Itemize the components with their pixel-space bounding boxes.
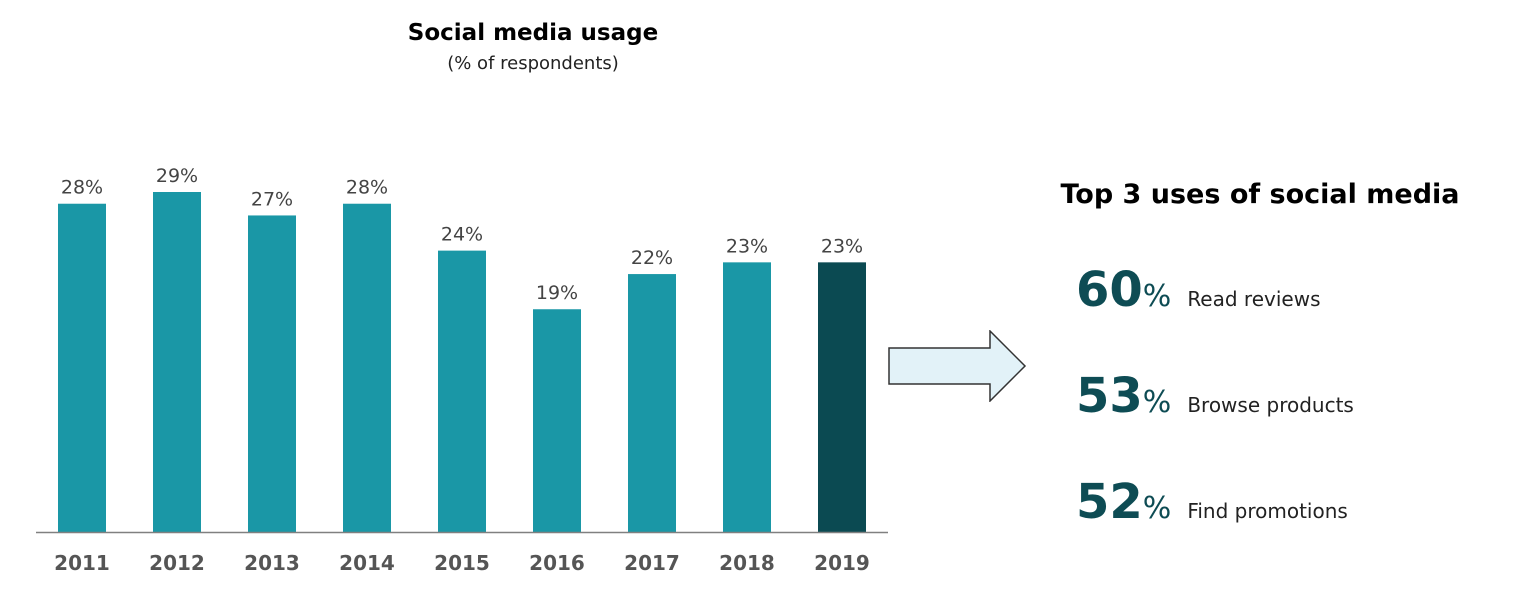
x-tick-2011: 2011 [54, 551, 110, 575]
data-label-2014: 28% [346, 177, 388, 199]
x-tick-2012: 2012 [149, 551, 205, 575]
bar-chart: 28% 2011 29% 2012 27% 2013 28% 2014 24% 2015 19% 20… [0, 0, 900, 602]
x-tick-2016: 2016 [529, 551, 585, 575]
use-percent-sign: % [1143, 491, 1172, 526]
bar-2011 [58, 204, 106, 532]
data-label-2017: 22% [631, 247, 673, 269]
x-tick-2017: 2017 [624, 551, 680, 575]
x-tick-2018: 2018 [719, 551, 775, 575]
data-label-2012: 29% [156, 165, 198, 187]
top-uses-title: Top 3 uses of social media [1040, 179, 1480, 210]
use-value: 52 [1076, 474, 1143, 530]
x-tick-2014: 2014 [339, 551, 395, 575]
use-label: Read reviews [1187, 287, 1320, 311]
data-label-2018: 23% [726, 235, 768, 257]
data-label-2015: 24% [441, 224, 483, 246]
data-label-2013: 27% [251, 188, 293, 210]
use-item-browse-products: 53 % Browse products [1076, 368, 1354, 424]
data-label-2019: 23% [821, 235, 863, 257]
bar-2013 [248, 215, 296, 532]
use-percent-sign: % [1143, 279, 1172, 314]
use-label: Browse products [1187, 393, 1354, 417]
bar-2019 [818, 262, 866, 532]
bar-2015 [438, 251, 486, 532]
bar-2014 [343, 204, 391, 532]
bar-2017 [628, 274, 676, 532]
use-item-find-promotions: 52 % Find promotions [1076, 474, 1348, 530]
x-tick-2019: 2019 [814, 551, 870, 575]
use-percent-sign: % [1143, 385, 1172, 420]
use-value: 53 [1076, 368, 1143, 424]
use-value: 60 [1076, 262, 1143, 318]
data-label-2016: 19% [536, 282, 578, 304]
right-arrow-icon [888, 330, 1028, 402]
bar-2018 [723, 262, 771, 532]
use-label: Find promotions [1187, 499, 1348, 523]
data-label-2011: 28% [61, 177, 103, 199]
x-tick-2015: 2015 [434, 551, 490, 575]
use-item-read-reviews: 60 % Read reviews [1076, 262, 1321, 318]
bar-2012 [153, 192, 201, 532]
x-tick-2013: 2013 [244, 551, 300, 575]
bar-2016 [533, 309, 581, 532]
